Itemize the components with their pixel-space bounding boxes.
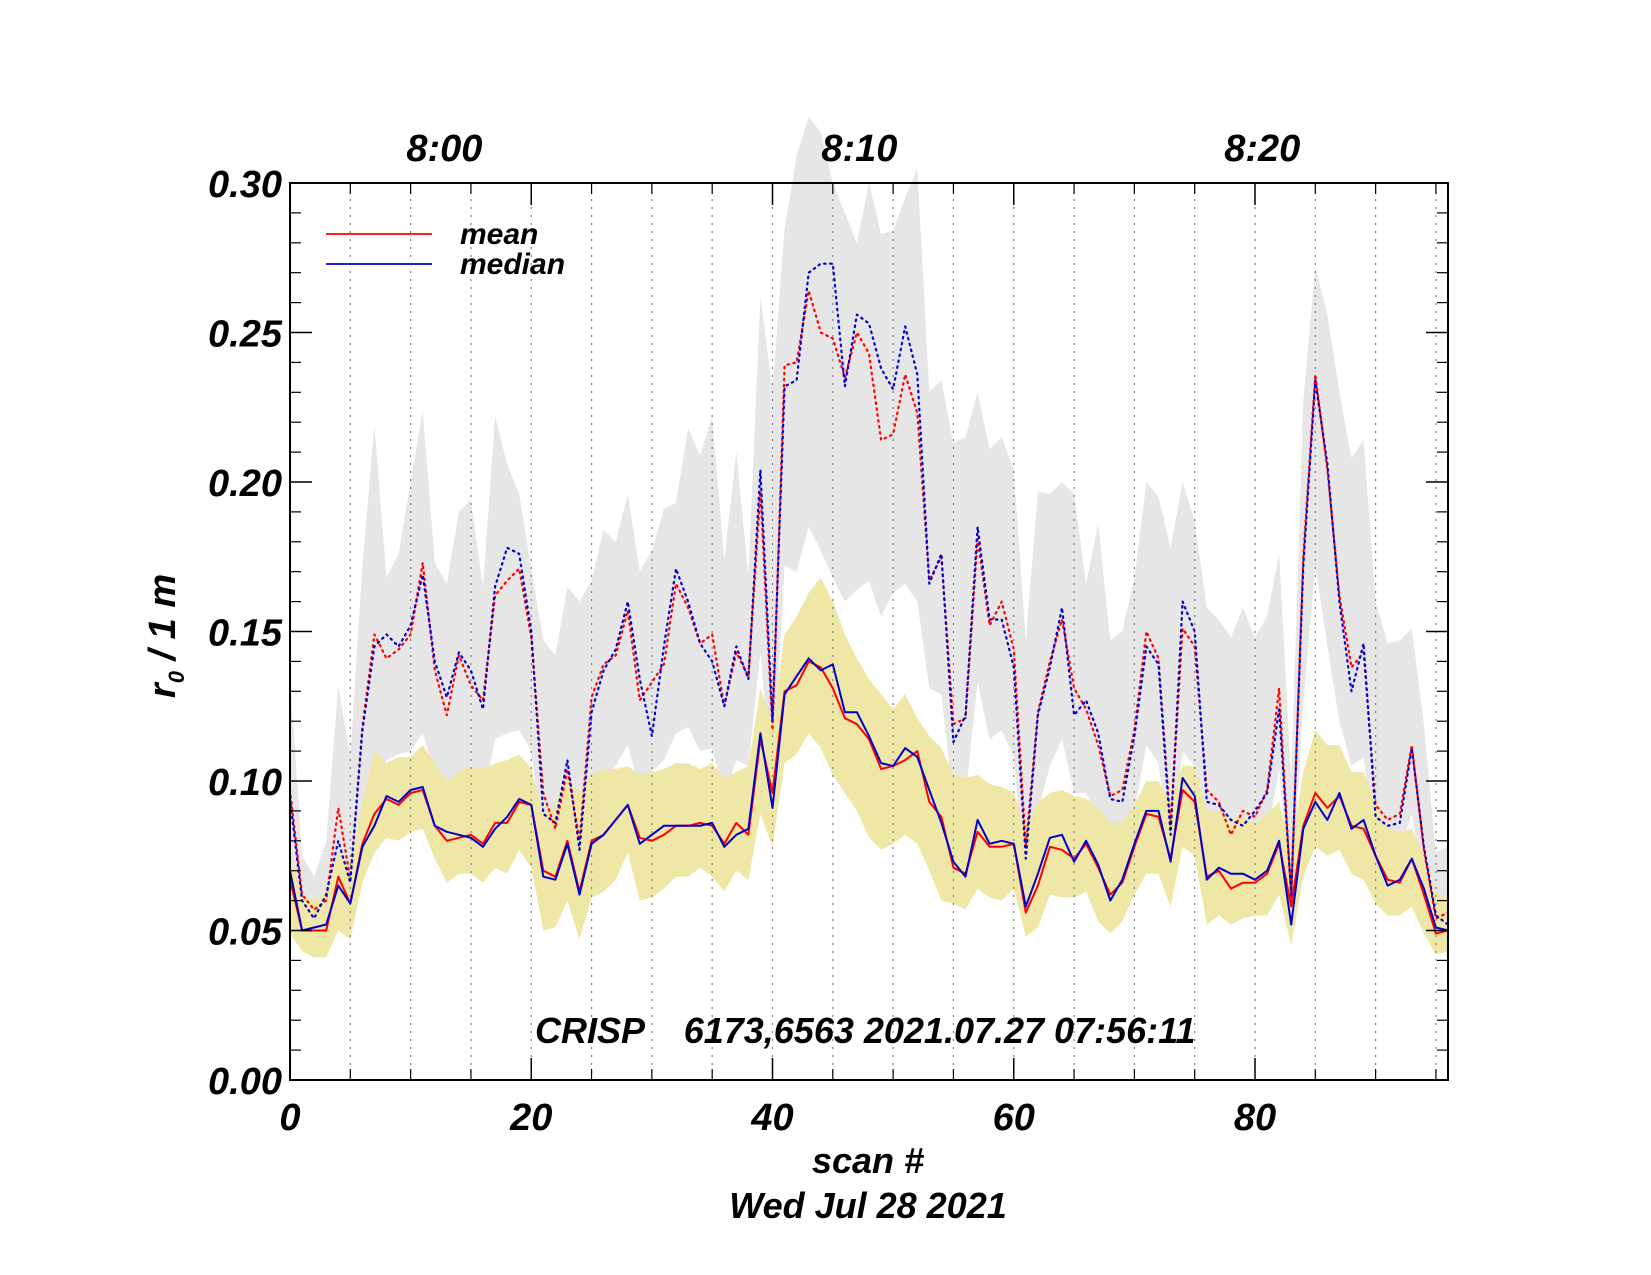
y-axis-label: r0 / 1 m: [142, 574, 189, 698]
bands-layer: [290, 117, 1448, 958]
legend-mean-label: mean: [460, 218, 538, 251]
series-layer: [288, 262, 1450, 935]
x-axis-date-label: Wed Jul 28 2021: [729, 1185, 1007, 1226]
yellow_band: [290, 577, 1448, 958]
svg-text:r0 / 1 m: r0 / 1 m: [142, 574, 189, 698]
x-axis-label: scan #: [812, 1140, 924, 1181]
y-tick-label: 0.30: [208, 164, 282, 206]
time-tick-label: 8:20: [1224, 128, 1300, 170]
series-mean-line: [289, 660, 1449, 935]
y-tick-label: 0.10: [208, 762, 282, 804]
x-tick-label: 60: [993, 1097, 1035, 1139]
legend: mean median: [326, 218, 565, 281]
legend-median-label: median: [460, 248, 565, 281]
y-axis-label-unit: / 1 m: [142, 574, 184, 671]
x-tick-label: 20: [509, 1097, 552, 1139]
y-axis-label-r: r: [142, 681, 184, 698]
x-tick-label: 40: [750, 1097, 793, 1139]
axes-layer: 0 20 40 60 80 0.00 0.05 0.10 0.15 0.20 0.25 0.30 8:0…: [208, 128, 1449, 1139]
y-tick-label: 0.25: [208, 314, 283, 356]
series-median-line: [289, 657, 1449, 932]
time-tick-label: 8:10: [821, 128, 897, 170]
annotation-text: CRISP 6173,6563 2021.07.27 07:56:11: [535, 1010, 1195, 1051]
y-tick-label: 0.00: [208, 1061, 282, 1103]
y-tick-label: 0.15: [208, 613, 283, 655]
x-tick-label: 0: [279, 1097, 300, 1139]
y-tick-label: 0.20: [208, 463, 282, 505]
time-tick-label: 8:00: [406, 128, 482, 170]
y-tick-label: 0.05: [208, 912, 283, 954]
gray_band: [290, 117, 1448, 937]
y-axis-label-subscript: 0: [164, 670, 189, 683]
x-tick-label: 80: [1234, 1097, 1276, 1139]
